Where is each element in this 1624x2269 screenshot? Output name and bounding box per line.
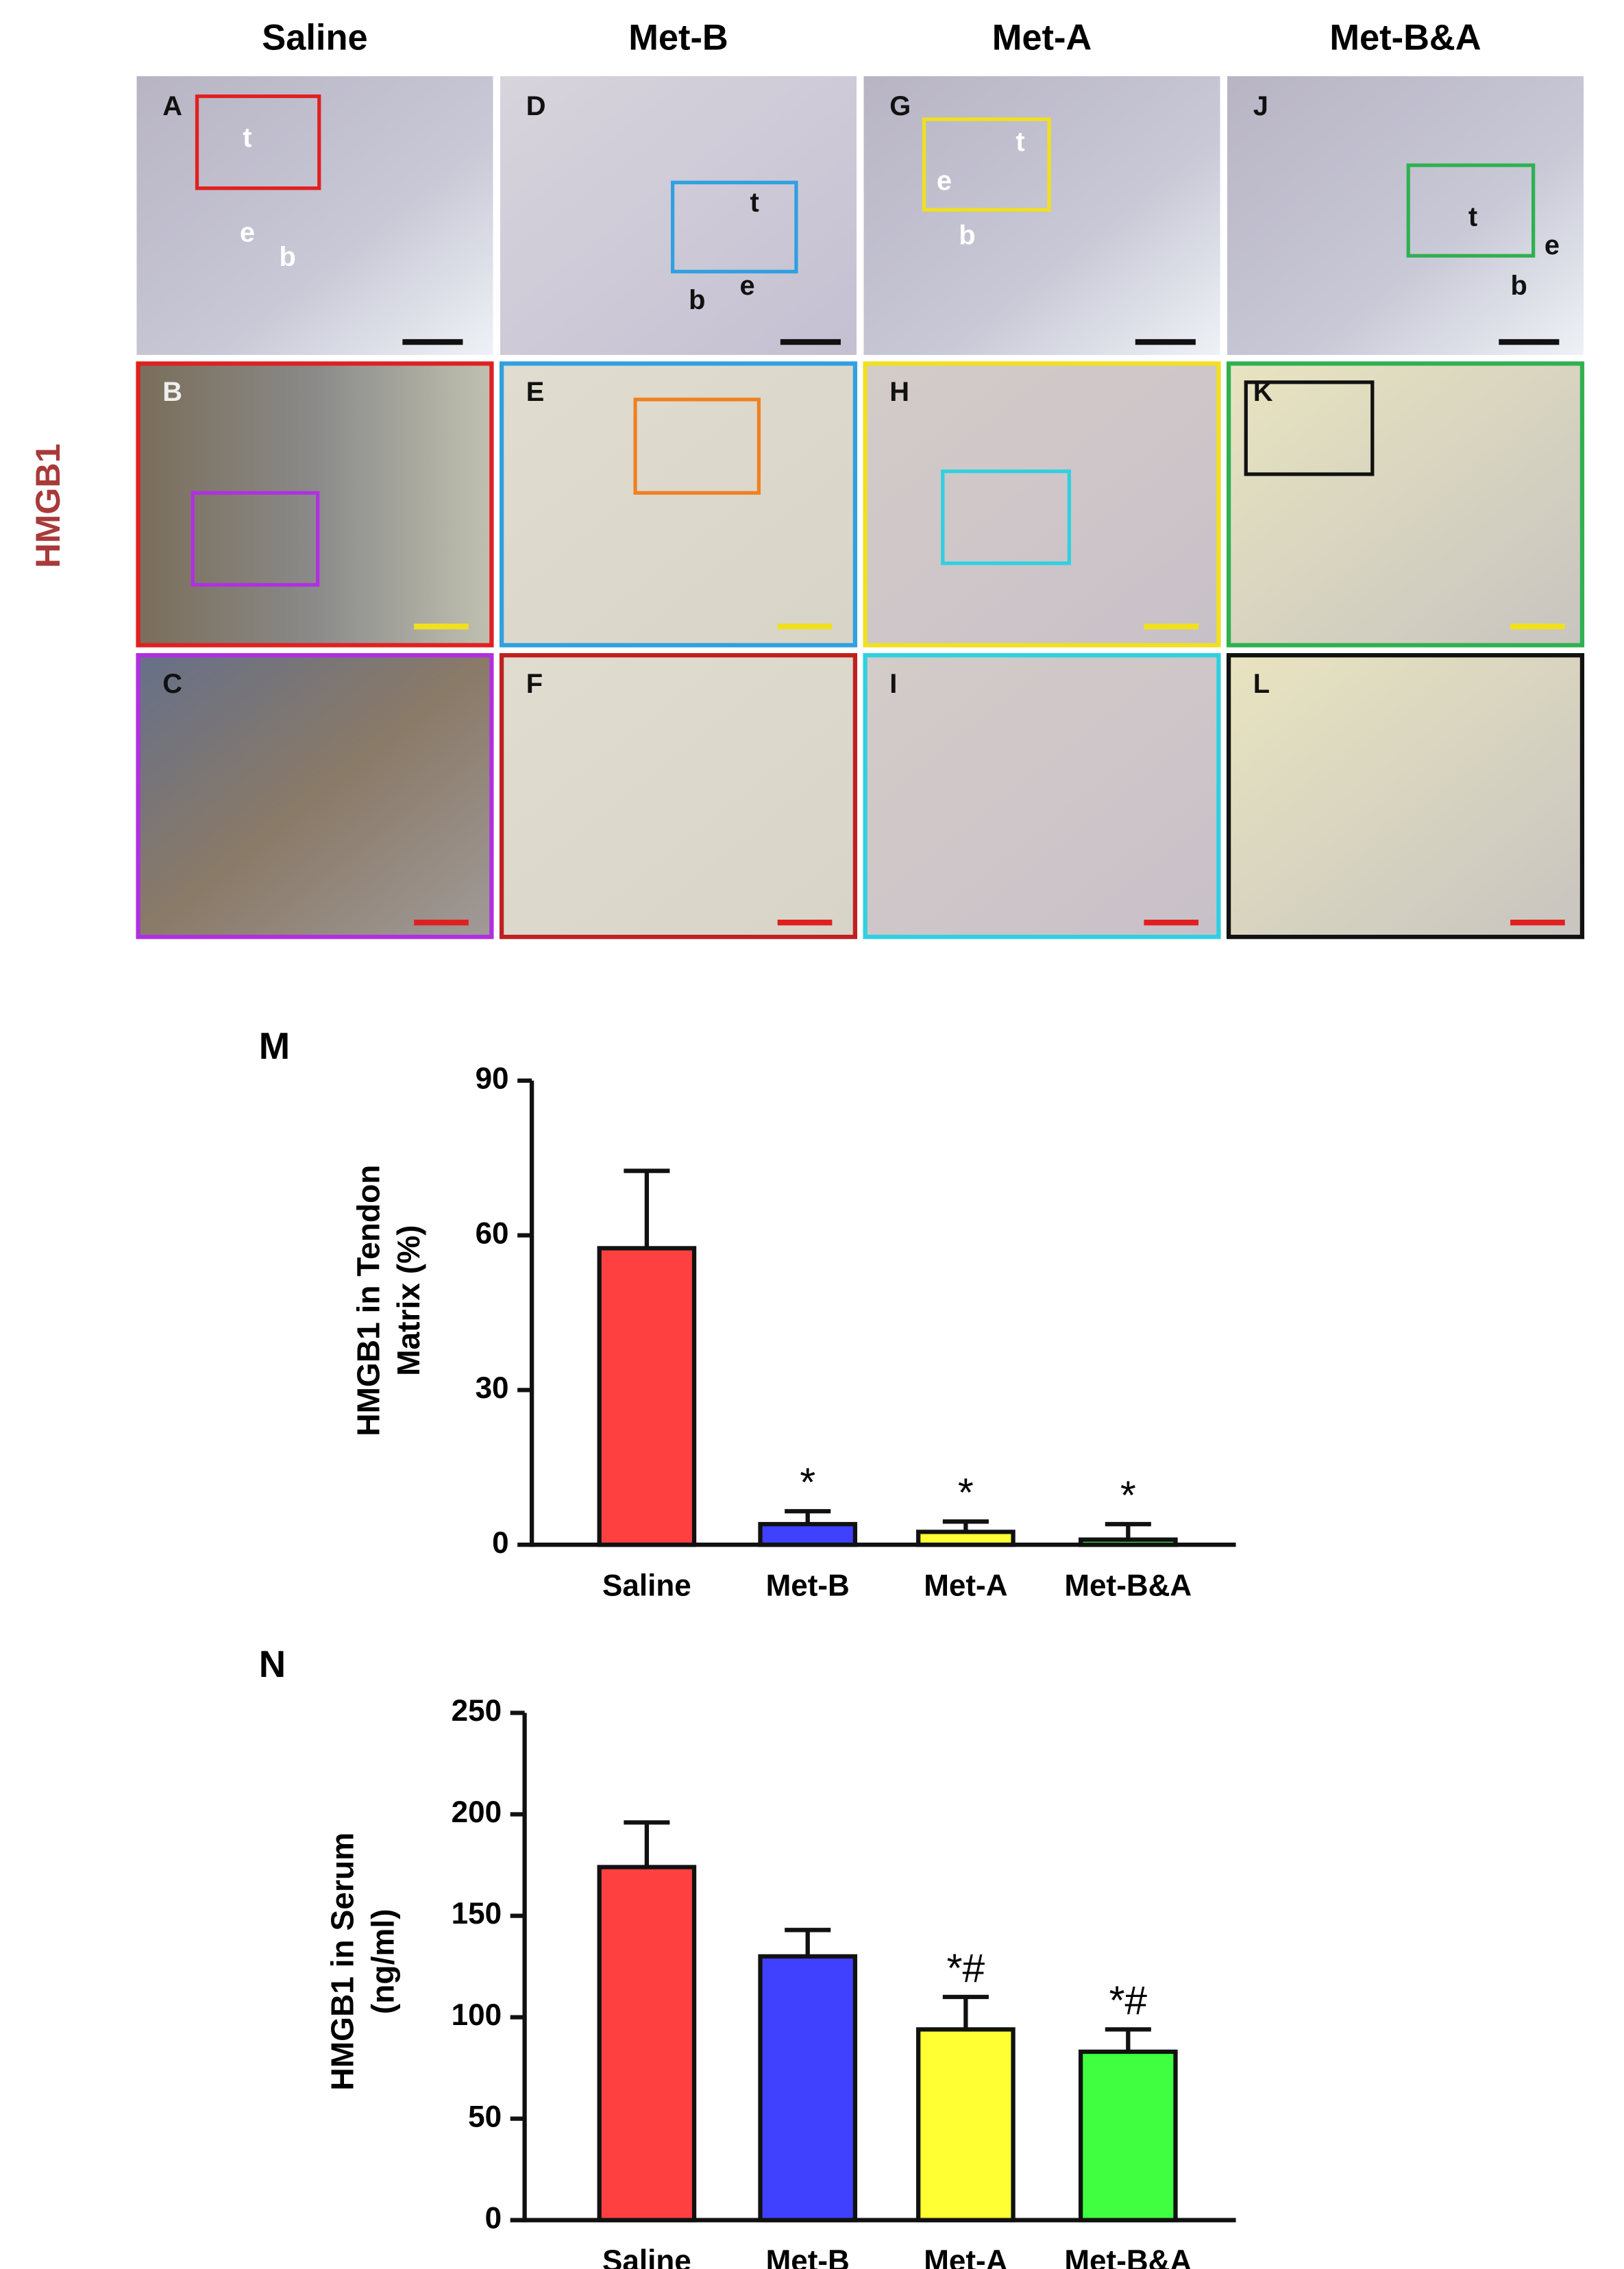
column-title: Met-B&A [1329, 19, 1481, 58]
x-tick-label: Met-A [924, 1569, 1007, 1603]
y-tick-label: 60 [476, 1216, 509, 1250]
column-title: Met-B [628, 19, 728, 58]
tissue-label: t [243, 123, 251, 153]
tissue-label: e [937, 166, 952, 196]
tissue-label: t [1468, 201, 1477, 232]
y-tick-label: 50 [468, 2100, 502, 2133]
y-tick-label: 0 [485, 2201, 502, 2235]
micrograph-grid [136, 76, 1585, 940]
y-axis-label: (ng/ml) [365, 1909, 400, 2014]
y-axis-label: HMGB1 in Serum [325, 1832, 360, 2091]
y-tick-label: 100 [452, 1998, 502, 2032]
scale-bars [402, 339, 1565, 926]
x-tick-label: Met-B&A [1064, 2244, 1192, 2269]
panel-letter: H [889, 377, 909, 407]
x-tick-label: Met-B [766, 2244, 850, 2269]
y-tick-label: 200 [452, 1795, 502, 1829]
panel-letter: D [526, 91, 546, 121]
significance-mark: * [1120, 1473, 1136, 1518]
significance-mark: * [800, 1460, 815, 1505]
micrograph [863, 653, 1221, 940]
panel-letter: K [1253, 377, 1273, 407]
y-tick-label: 250 [452, 1694, 502, 1728]
y-axis-label: HMGB1 in Tendon [350, 1165, 386, 1436]
micrograph [1226, 361, 1585, 648]
bar [916, 2027, 1016, 2222]
y-tick-label: 0 [492, 1526, 508, 1560]
significance-mark: *# [947, 1946, 985, 1991]
panel-letter: F [526, 669, 543, 699]
micrograph [499, 653, 858, 940]
x-tick-label: Met-B [766, 1569, 850, 1603]
tissue-label: e [1545, 230, 1560, 260]
bar [758, 1521, 858, 1547]
column-title: Saline [262, 19, 367, 58]
y-tick-label: 150 [452, 1897, 502, 1930]
panel-label: N [259, 1643, 286, 1685]
panel-letter: C [162, 669, 182, 699]
bar [597, 1246, 697, 1547]
tissue-label: t [750, 187, 759, 217]
micrograph [500, 76, 857, 355]
micrograph [1226, 653, 1585, 940]
micrograph [499, 361, 858, 648]
panel-letter: B [162, 377, 182, 407]
bar [597, 1865, 697, 2222]
x-tick-label: Met-A [924, 2244, 1007, 2269]
panel-letter: J [1253, 91, 1268, 121]
tissue-label: b [959, 221, 975, 251]
significance-mark: * [958, 1471, 974, 1515]
inset-boxes [190, 94, 1536, 587]
x-tick-label: Saline [602, 1569, 691, 1603]
panel-letter: L [1253, 669, 1270, 699]
tissue-label: e [240, 217, 255, 247]
row-label: HMGB1 [28, 443, 67, 568]
panel-letter: A [162, 91, 182, 121]
significance-mark: *# [1109, 1978, 1148, 2023]
micrograph [1227, 76, 1584, 355]
panel-letter: E [526, 377, 545, 407]
bar [758, 1954, 858, 2222]
y-axis-label: Matrix (%) [391, 1225, 426, 1375]
micrograph [863, 361, 1221, 648]
x-tick-label: Met-B&A [1064, 1569, 1192, 1603]
tissue-label: b [689, 285, 705, 315]
panel-letter: I [889, 669, 897, 699]
tissue-label: t [1016, 127, 1024, 157]
micrograph [136, 653, 494, 940]
tissue-label: b [279, 242, 295, 272]
tissue-label: e [740, 271, 755, 301]
panel-letter: G [889, 91, 911, 121]
y-tick-label: 90 [476, 1062, 509, 1095]
y-tick-label: 30 [476, 1371, 509, 1405]
micrograph [136, 76, 493, 355]
panel-label: M [259, 1025, 290, 1067]
column-title: Met-A [992, 19, 1092, 58]
micrograph [136, 361, 494, 648]
tissue-label: b [1511, 271, 1527, 301]
x-tick-label: Saline [602, 2244, 691, 2269]
bar [1078, 2049, 1178, 2222]
